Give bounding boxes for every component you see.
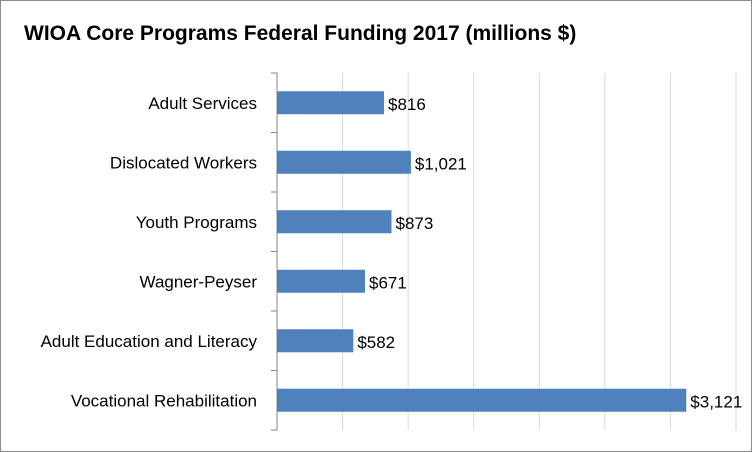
category-label: Adult Services xyxy=(148,94,257,113)
bar xyxy=(277,329,354,353)
bar xyxy=(277,388,687,412)
value-label: $3,121 xyxy=(690,392,742,411)
category-label: Wagner-Peyser xyxy=(140,272,258,291)
category-label: Vocational Rehabilitation xyxy=(71,391,257,410)
value-label: $816 xyxy=(388,95,426,114)
bar xyxy=(277,150,411,174)
bar xyxy=(277,91,385,115)
value-label: $671 xyxy=(369,273,407,292)
category-label: Dislocated Workers xyxy=(110,153,257,172)
chart-title: WIOA Core Programs Federal Funding 2017 … xyxy=(24,22,577,45)
value-label: $1,021 xyxy=(415,154,467,173)
category-label: Adult Education and Literacy xyxy=(41,332,258,351)
bar xyxy=(277,210,392,234)
value-label: $582 xyxy=(357,333,395,352)
value-label: $873 xyxy=(395,214,433,233)
category-label: Youth Programs xyxy=(136,213,257,232)
bar xyxy=(277,269,365,293)
